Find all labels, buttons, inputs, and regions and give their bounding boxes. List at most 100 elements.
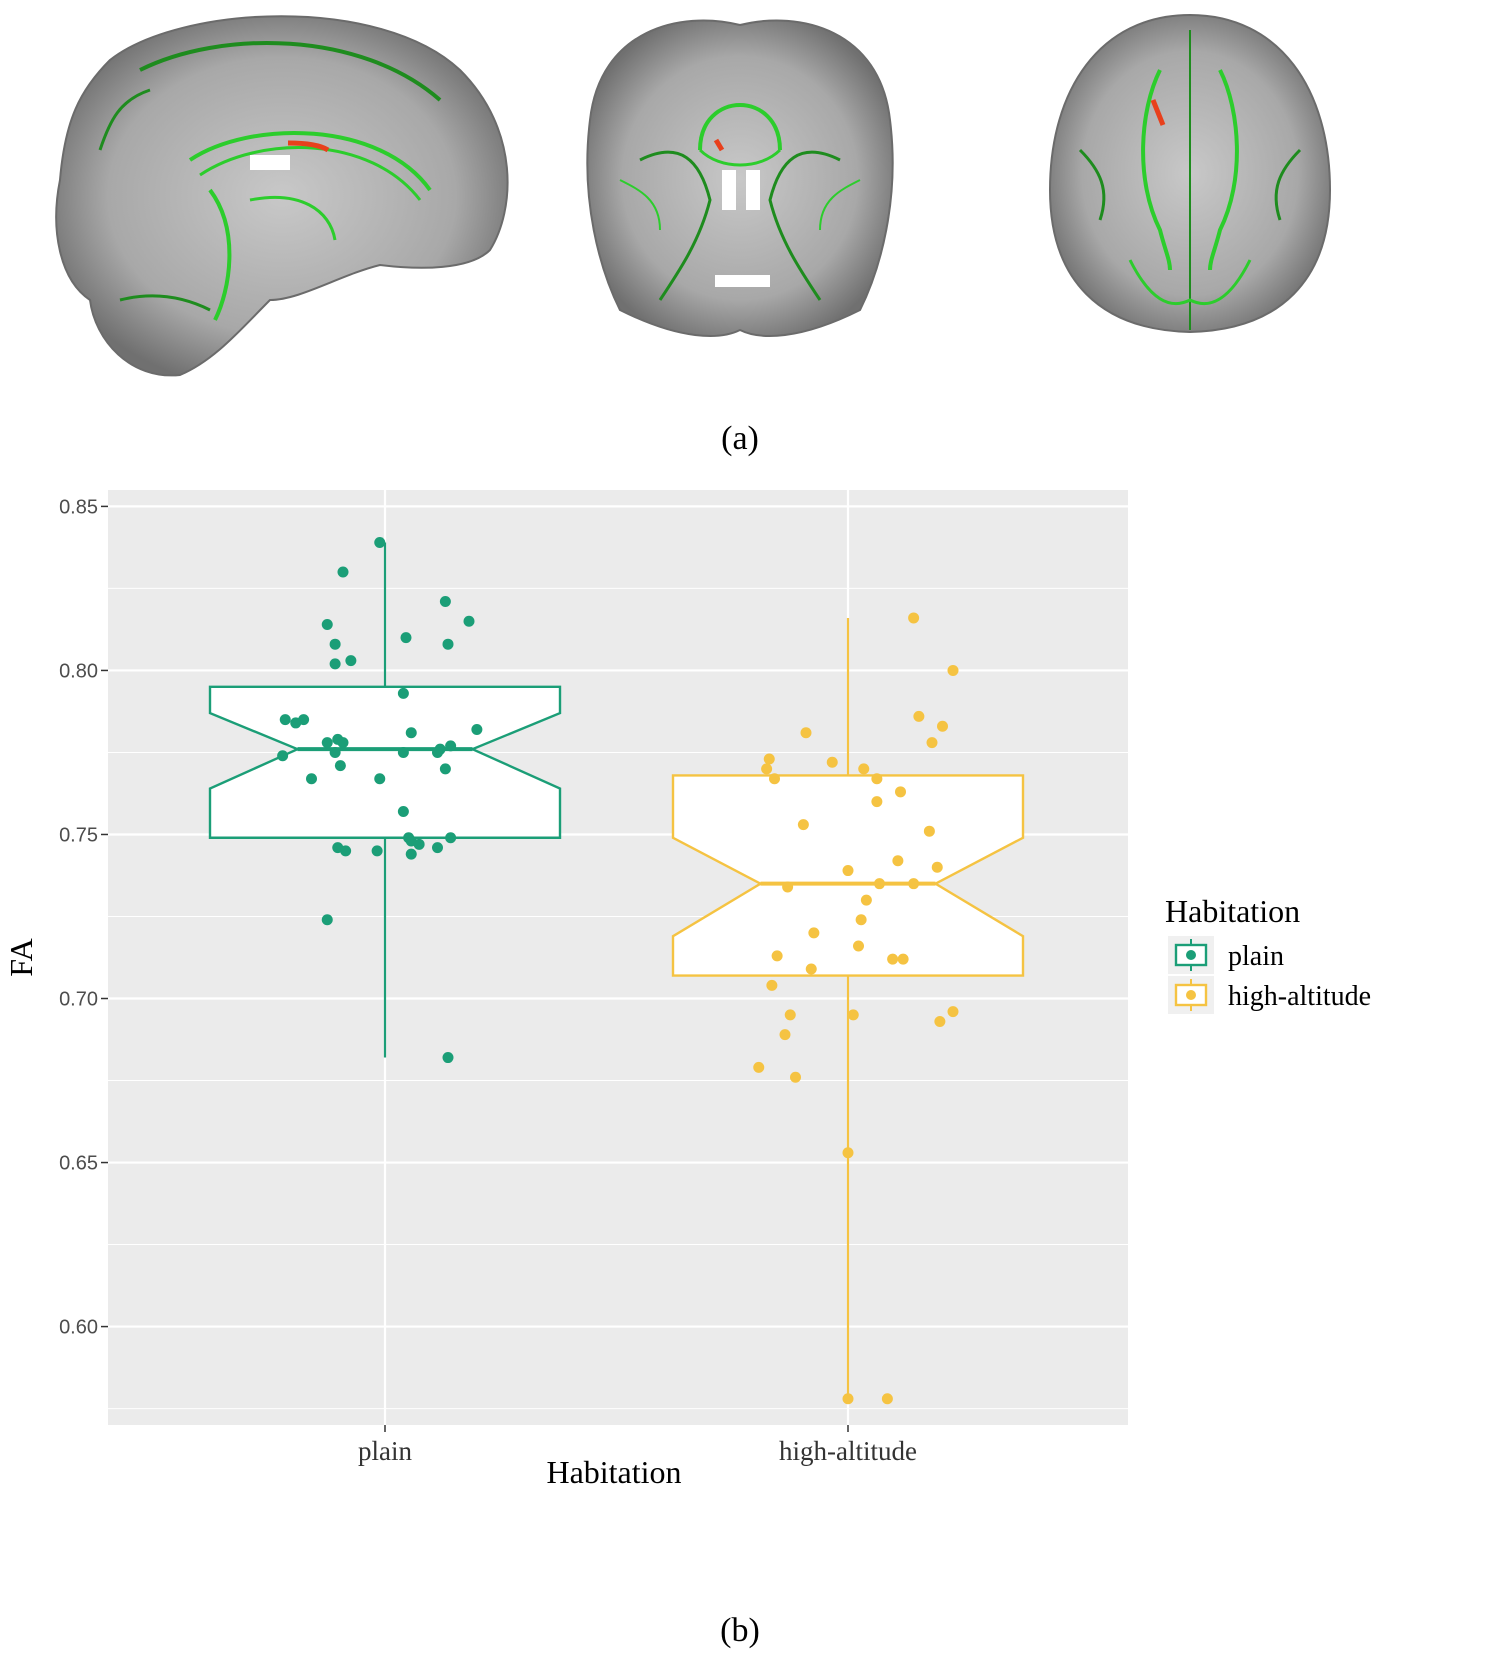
x-tick-label: plain (358, 1436, 412, 1466)
sagittal-brain-icon (55, 15, 509, 377)
data-point (934, 1015, 946, 1027)
data-point (895, 786, 906, 798)
data-point (897, 953, 909, 965)
data-point (892, 855, 904, 867)
data-point (374, 773, 386, 785)
data-point (842, 865, 854, 877)
data-point (766, 979, 778, 991)
data-point (400, 632, 412, 644)
data-point (937, 720, 948, 732)
data-point (842, 1393, 854, 1405)
data-point (790, 1071, 801, 1083)
data-point (397, 746, 409, 758)
data-point (913, 710, 925, 722)
data-point (405, 848, 417, 860)
data-point (782, 881, 794, 893)
data-point (337, 566, 349, 578)
data-point (808, 927, 820, 939)
data-point (800, 727, 812, 739)
legend-label: high-altitude (1228, 981, 1371, 1012)
data-point (881, 1393, 893, 1405)
y-axis-title: FA (3, 938, 39, 977)
panel-label-a: (a) (721, 420, 759, 457)
data-point (858, 763, 870, 775)
x-tick-label: high-altitude (779, 1436, 917, 1466)
y-tick-label: 0.75 (59, 824, 98, 846)
data-point (908, 612, 920, 624)
data-point (329, 746, 341, 758)
data-point (887, 953, 899, 965)
x-axis-title: Habitation (546, 1454, 681, 1490)
data-point (947, 1006, 959, 1018)
data-point (761, 763, 773, 775)
data-point (321, 619, 333, 631)
data-point (779, 1029, 791, 1041)
data-point (340, 845, 352, 857)
data-point (442, 1052, 454, 1064)
data-point (471, 723, 483, 735)
y-tick-label: 0.65 (59, 1153, 98, 1175)
data-point (337, 737, 349, 749)
data-point (397, 806, 409, 818)
legend-key-point (1186, 950, 1196, 960)
x-axis: plain high-altitude (358, 1425, 917, 1466)
data-point (860, 894, 872, 906)
data-point (277, 750, 289, 762)
legend-key-point (1186, 990, 1196, 1000)
legend: Habitation plain high-altitude (1165, 893, 1371, 1014)
data-point (842, 1147, 854, 1159)
data-points (277, 536, 959, 1405)
data-point (306, 773, 317, 785)
data-point (826, 756, 838, 768)
data-point (797, 819, 809, 831)
data-point (931, 861, 943, 873)
data-point (329, 638, 341, 650)
panel-label-b: (b) (720, 1612, 760, 1649)
data-point (374, 536, 386, 548)
data-point (784, 1009, 796, 1021)
data-point (334, 760, 346, 772)
data-point (763, 753, 775, 765)
data-point (321, 737, 333, 749)
data-point (871, 796, 883, 808)
data-point (442, 638, 454, 650)
data-point (329, 658, 341, 670)
data-point (279, 714, 291, 726)
data-point (463, 615, 475, 627)
data-point (413, 838, 425, 850)
data-point (432, 842, 443, 854)
data-point (847, 1009, 859, 1021)
y-tick-label: 0.70 (59, 989, 98, 1011)
data-point (805, 963, 817, 975)
y-tick-label: 0.80 (59, 660, 98, 682)
data-point (871, 773, 883, 785)
y-axis: 0.60 0.65 0.70 0.75 0.80 0.85 (59, 496, 108, 1339)
data-point (908, 878, 920, 890)
data-point (439, 763, 451, 775)
y-tick-label: 0.60 (59, 1317, 98, 1339)
data-point (345, 655, 357, 667)
data-point (753, 1061, 765, 1073)
data-point (439, 596, 451, 608)
data-point (926, 737, 938, 749)
data-point (855, 914, 867, 926)
data-point (432, 746, 443, 758)
data-point (923, 825, 935, 837)
data-point (853, 940, 864, 952)
data-point (445, 832, 457, 844)
data-point (397, 687, 409, 699)
data-point (371, 845, 383, 857)
y-tick-label: 0.85 (59, 496, 98, 518)
legend-title: Habitation (1165, 893, 1300, 929)
data-point (947, 664, 959, 676)
data-point (321, 914, 333, 926)
boxplot-chart: 0.60 0.65 0.70 0.75 0.80 0.85 plain high-altit… (3, 490, 1371, 1490)
brain-views-panel (55, 13, 1332, 377)
legend-label: plain (1228, 941, 1284, 972)
data-point (290, 717, 302, 729)
data-point (405, 727, 417, 739)
data-point (769, 773, 780, 785)
data-point (874, 878, 885, 890)
data-point (771, 950, 783, 962)
axial-brain-icon (1048, 13, 1332, 334)
